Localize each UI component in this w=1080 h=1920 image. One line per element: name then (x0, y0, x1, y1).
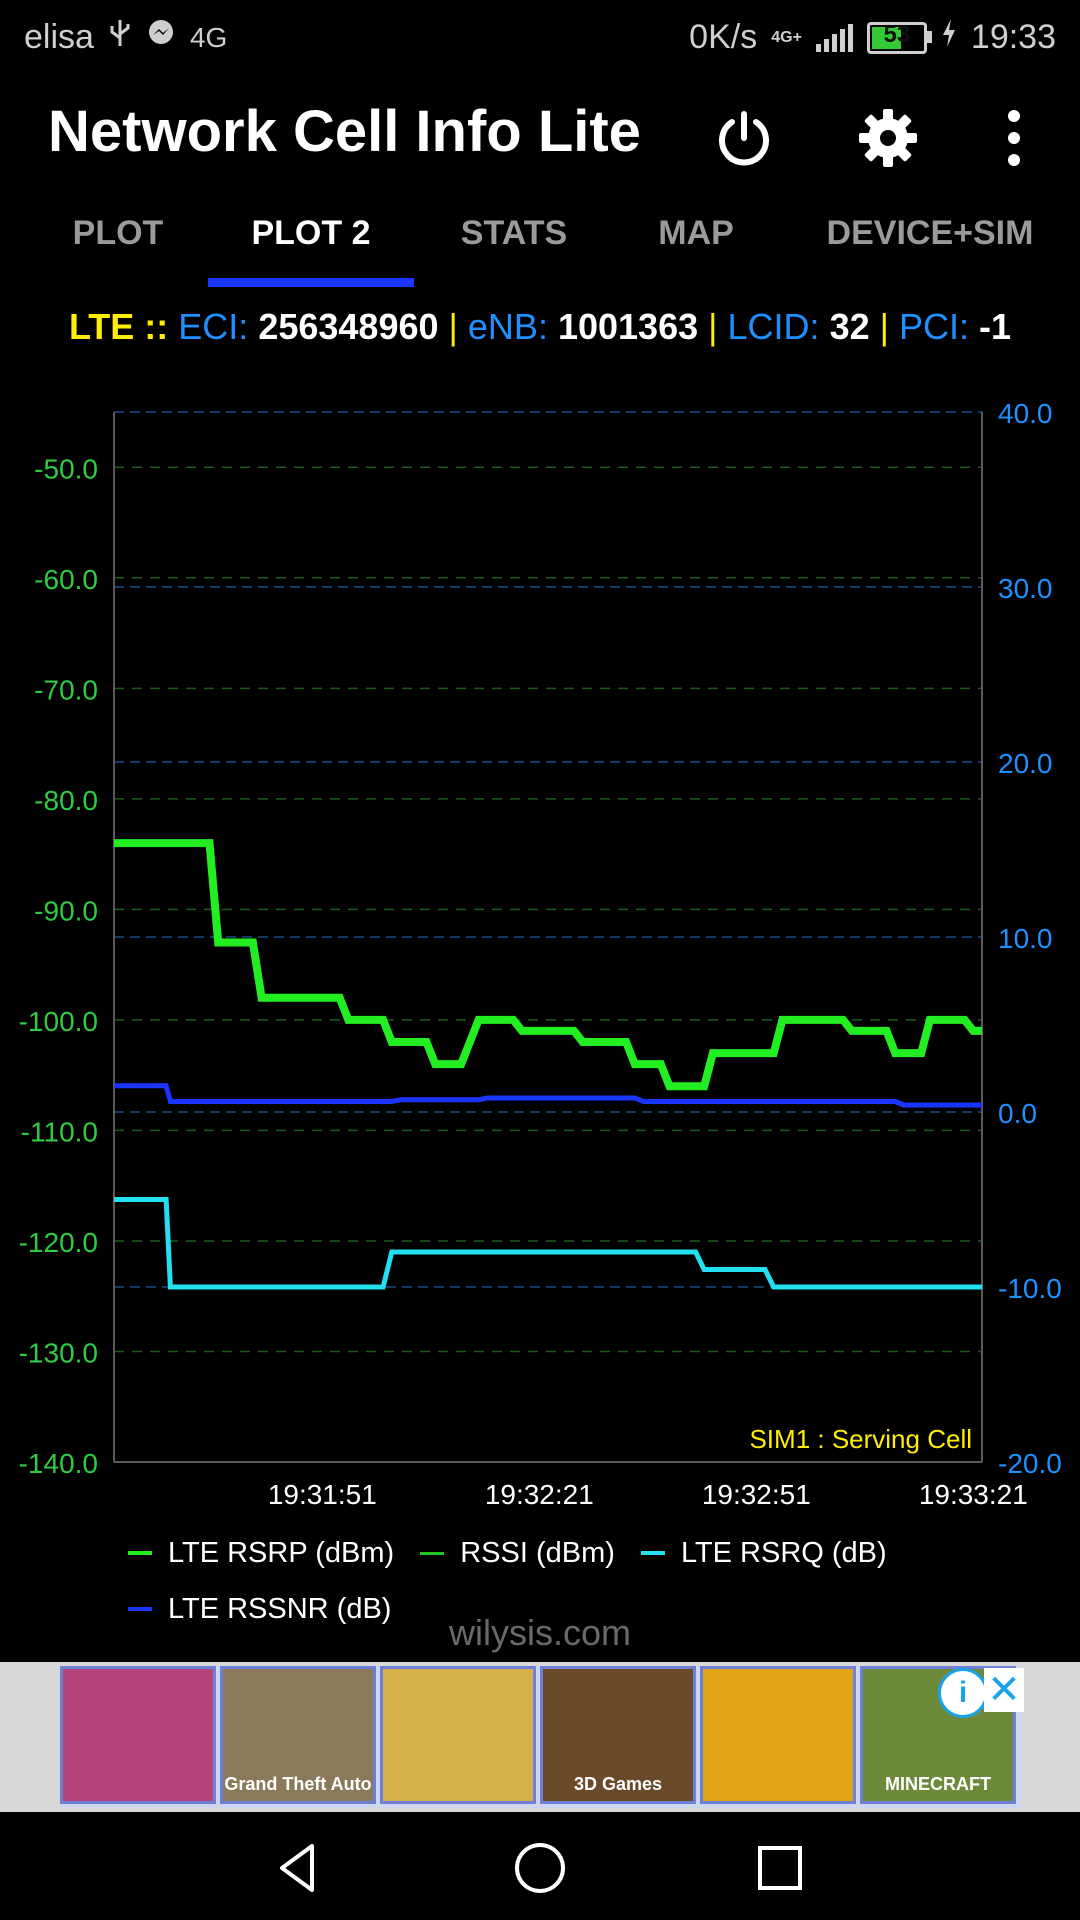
navigation-bar (0, 1812, 1080, 1920)
home-icon (515, 1843, 565, 1893)
legend-label: LTE RSRQ (dB) (680, 1536, 887, 1569)
enb-value: 1001363 (557, 306, 699, 347)
battery-icon: 53 (866, 20, 932, 54)
status-right: 0K/s 4G+ 53 19:33 (689, 18, 1056, 57)
app-bar: Network Cell Info Lite (0, 74, 1080, 206)
x-axis-tick-label: 19:31:51 (268, 1479, 377, 1510)
left-axis-tick-label: -60.0 (34, 564, 98, 595)
right-axis-tick-label: 0.0 (998, 1098, 1037, 1129)
more-vert-icon (1008, 110, 1020, 166)
active-tab-indicator (208, 278, 414, 287)
left-axis-tick-label: -140.0 (19, 1448, 98, 1479)
legend-swatch (128, 1551, 152, 1555)
lcid-label: LCID: (727, 306, 820, 347)
pci-label: PCI: (899, 306, 970, 347)
left-axis-tick-label: -100.0 (19, 1006, 98, 1037)
lcid-value: 32 (829, 306, 870, 347)
series-line-lte-rssnr-db (114, 1083, 982, 1108)
recents-button[interactable] (748, 1836, 812, 1900)
series-line-lte-rsrp-dbm (114, 839, 982, 1091)
signal-plot-chart: -50.0 -60.0 -70.0 -80.0 -90.0 -100.0 -110.0 -12… (19, 400, 1062, 1510)
right-axis-tick-label: -20.0 (998, 1448, 1062, 1479)
left-axis-tick-label: -80.0 (34, 785, 98, 816)
left-axis-tick-label: -90.0 (34, 895, 98, 926)
left-axis-tick-label: -130.0 (19, 1337, 98, 1368)
right-axis-tick-label: 30.0 (998, 573, 1053, 604)
legend-item-rsrp: LTE RSRP (dBm) (128, 1537, 394, 1570)
series-line-lte-rsrq-db (114, 1197, 982, 1290)
overflow-menu-button[interactable] (974, 98, 1054, 178)
right-axis-tick-label: 40.0 (998, 400, 1053, 429)
ad-strip[interactable]: Grand Theft Auto 3D Games MINECRAFT (60, 1666, 1020, 1808)
legend-item-rsrq: LTE RSRQ (dB) (640, 1536, 887, 1570)
legend-label: RSSI (dBm) (460, 1537, 615, 1569)
status-bar: elisa 4G 0K/s 4G+ 53 19:33 (0, 0, 1080, 74)
usb-icon (108, 18, 132, 57)
recents-icon (758, 1846, 802, 1890)
left-axis-tick-label: -110.0 (21, 1116, 98, 1147)
gear-icon (859, 109, 917, 167)
legend-swatch (640, 1551, 665, 1555)
home-button[interactable] (508, 1836, 572, 1900)
right-axis-tick-label: 20.0 (998, 748, 1053, 779)
tab-plot[interactable]: PLOT (72, 214, 164, 252)
clock: 19:33 (970, 18, 1056, 56)
ad-tile-gta[interactable]: Grand Theft Auto (220, 1666, 376, 1804)
carrier-name: elisa (24, 18, 94, 56)
charging-icon (941, 18, 957, 57)
right-axis-tick-label: 10.0 (998, 923, 1053, 954)
eci-label: ECI: (178, 306, 249, 347)
cell-info-line: LTE :: ECI: 256348960 | eNB: 1001363 | L… (0, 306, 1080, 348)
ad-info-icon[interactable]: i (938, 1668, 988, 1718)
tab-map[interactable]: MAP (658, 214, 734, 252)
chart-annotation: SIM1 : Serving Cell (749, 1424, 972, 1454)
enb-label: eNB: (467, 306, 548, 347)
ad-close-icon[interactable]: ✕ (984, 1668, 1024, 1712)
legend-item-rssnr: LTE RSSNR (dB) (128, 1593, 391, 1626)
legend-swatch (128, 1607, 152, 1611)
tab-bar: PLOT PLOT 2 STATS MAP DEVICE+SIM (0, 206, 1080, 286)
messenger-icon (146, 18, 176, 57)
status-left: elisa 4G (24, 18, 227, 57)
legend-label: LTE RSSNR (dB) (168, 1592, 392, 1625)
ad-tile-temple-run[interactable] (700, 1666, 856, 1804)
right-axis-tick-label: -10.0 (998, 1273, 1062, 1304)
x-axis-tick-label: 19:33:21 (919, 1479, 1028, 1510)
separator: | (448, 306, 458, 347)
signal-icon (815, 23, 853, 52)
app-title: Network Cell Info Lite (48, 99, 641, 164)
x-axis-tick-label: 19:32:51 (702, 1479, 811, 1510)
left-axis-tick-label: -50.0 (34, 453, 98, 484)
legend-swatch (420, 1552, 445, 1555)
ad-tile-fruit-ninja[interactable]: 3D Games (540, 1666, 696, 1804)
power-icon (719, 111, 769, 166)
tech-separator: :: (144, 306, 169, 347)
network-small-label: 4G (189, 21, 228, 53)
pci-value: -1 (979, 306, 1012, 347)
left-axis-tick-label: -120.0 (19, 1227, 98, 1258)
left-axis-tick-label: -70.0 (34, 674, 98, 705)
legend-label: LTE RSRP (dBm) (168, 1536, 395, 1569)
chart-legend: LTE RSRP (dBm) RSSI (dBm) LTE RSRQ (dB) … (128, 1530, 948, 1642)
watermark: wilysis.com (448, 1612, 631, 1653)
legend-item-rssi: RSSI (dBm) (420, 1537, 615, 1570)
eci-value: 256348960 (258, 306, 439, 347)
tab-stats[interactable]: STATS (460, 214, 568, 252)
ad-banner[interactable]: Grand Theft Auto 3D Games MINECRAFT i ✕ (0, 1662, 1080, 1812)
battery-level: 53 (883, 20, 911, 48)
data-speed: 0K/s (689, 18, 758, 56)
tab-device-sim[interactable]: DEVICE+SIM (826, 214, 1034, 252)
power-button[interactable] (704, 98, 784, 178)
separator: | (879, 306, 889, 347)
settings-button[interactable] (848, 98, 928, 178)
ad-tile-wheres-my-water[interactable] (380, 1666, 536, 1804)
network-type: 4G+ (771, 28, 802, 46)
x-axis-tick-label: 19:32:21 (485, 1479, 594, 1510)
tab-plot-2[interactable]: PLOT 2 (251, 214, 371, 252)
back-icon (280, 1844, 314, 1892)
tech-label: LTE (68, 306, 135, 347)
ad-tile-candy-crush[interactable] (60, 1666, 216, 1804)
back-button[interactable] (268, 1836, 332, 1900)
separator: | (708, 306, 718, 347)
